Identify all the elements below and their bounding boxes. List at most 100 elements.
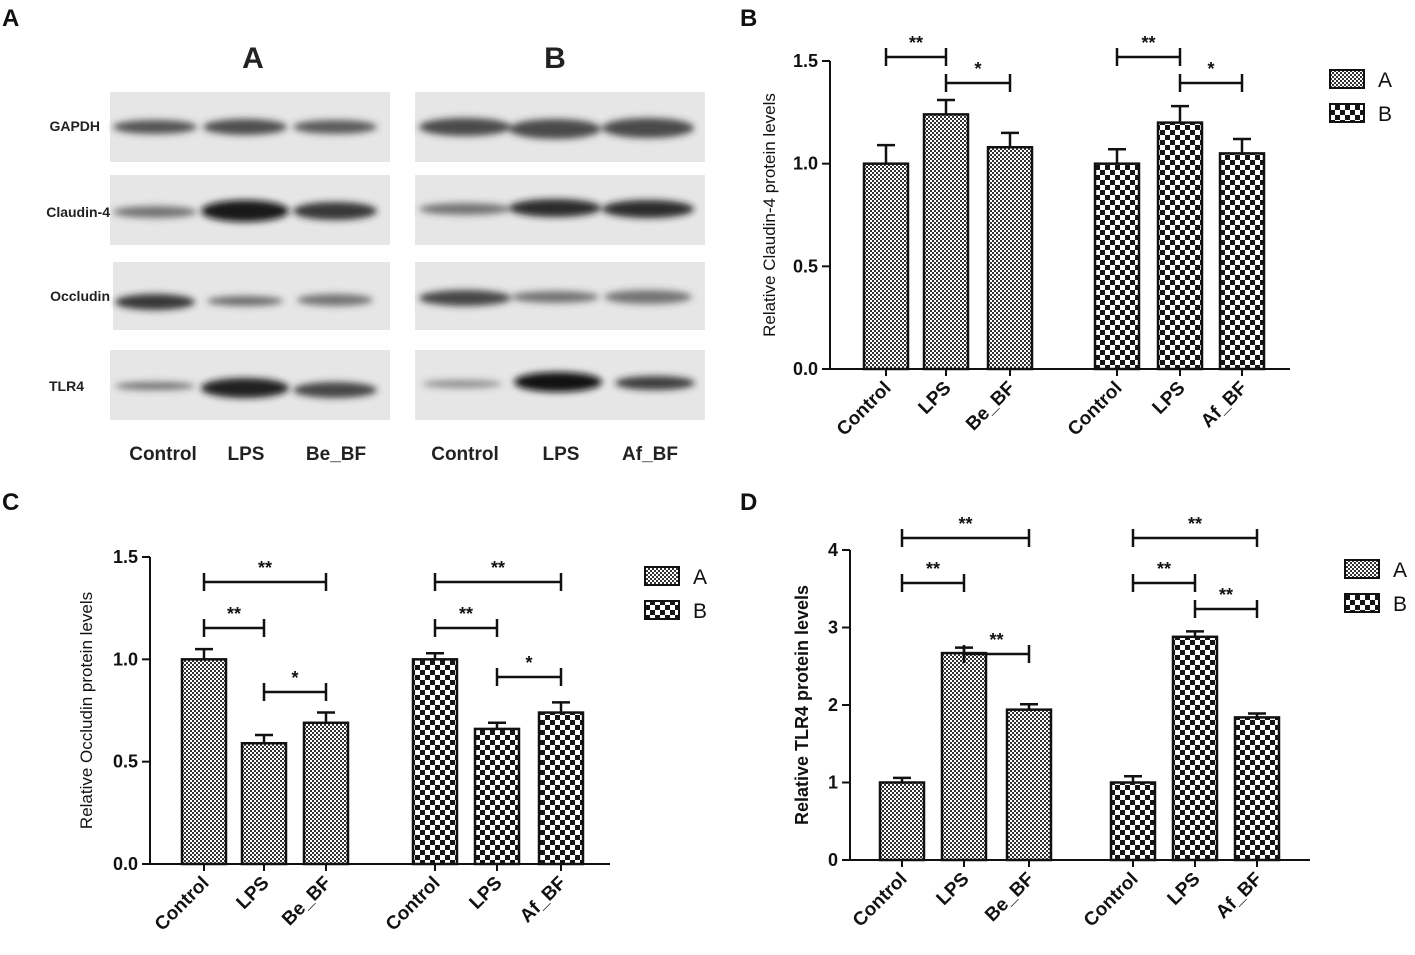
significance-label: ** <box>1141 33 1155 53</box>
significance-label: ** <box>1219 585 1233 605</box>
blot-lane-label: Control <box>129 444 197 465</box>
x-tick-label: Control <box>151 873 214 936</box>
x-tick-label: LPS <box>915 378 956 419</box>
bar <box>411 658 459 866</box>
western-blot: A B GAPDH Claudin-4 Occludin TLR4 <box>46 42 705 465</box>
significance-label: ** <box>258 558 272 578</box>
x-tick-label: Be_BF <box>278 873 335 930</box>
significance-label: ** <box>459 604 473 624</box>
blot-band <box>207 296 283 306</box>
legend-label: A <box>1393 559 1407 582</box>
y-axis-label: Relative TLR4 protein levels <box>792 585 812 825</box>
blot-band <box>419 290 511 306</box>
legend-swatch <box>644 600 680 620</box>
blot-band <box>115 294 195 310</box>
blot-band <box>115 382 195 390</box>
bar <box>1093 162 1141 371</box>
x-tick-label: Control <box>382 873 445 936</box>
blot-band <box>509 119 601 139</box>
blot-band <box>509 199 601 217</box>
y-tick-label: 0.5 <box>113 752 138 772</box>
panel-letter-c: C <box>2 489 19 516</box>
legend-label: A <box>1378 69 1392 92</box>
x-tick-label: Be_BF <box>981 869 1038 926</box>
blot-band <box>419 118 511 136</box>
blot-band <box>203 119 287 135</box>
blot-lane-label: LPS <box>543 444 580 465</box>
legend-label: B <box>1378 103 1392 126</box>
y-axis-label: Relative Occludin protein levels <box>77 592 96 829</box>
significance-label: * <box>1207 59 1214 79</box>
x-tick-label: Be_BF <box>962 378 1019 435</box>
x-tick-label: Af_BF <box>1197 378 1251 432</box>
significance-label: * <box>525 653 532 673</box>
blot-lane-label: Control <box>431 444 499 465</box>
blot-band <box>293 202 377 220</box>
blot-band <box>201 200 289 222</box>
legend-swatch <box>1329 69 1365 89</box>
panel-letter-a: A <box>2 5 19 32</box>
significance-label: * <box>291 668 298 688</box>
x-tick-label: LPS <box>1149 378 1190 419</box>
bar <box>922 113 970 371</box>
bar <box>1233 716 1281 862</box>
x-tick-label: Af_BF <box>516 873 570 927</box>
y-tick-label: 1.0 <box>113 649 138 669</box>
blot-band <box>201 378 289 398</box>
x-tick-label: Control <box>849 869 912 932</box>
legend-label: B <box>693 600 707 623</box>
blot-band <box>602 118 694 138</box>
x-tick-label: LPS <box>933 869 974 910</box>
bar <box>878 781 926 862</box>
legend-swatch <box>1344 593 1380 613</box>
blot-lane-label: Be_BF <box>306 444 366 465</box>
legend-label: A <box>693 566 707 589</box>
legend-label: B <box>1393 593 1407 616</box>
blot-band <box>514 372 602 392</box>
bar <box>537 711 585 866</box>
bar <box>1005 708 1053 862</box>
blot-group-label-b: B <box>544 42 566 75</box>
blot-band <box>113 206 197 218</box>
y-tick-label: 0.0 <box>793 359 818 379</box>
blot-band <box>615 376 695 390</box>
significance-label: ** <box>491 558 505 578</box>
bar <box>473 727 521 866</box>
panel-letter-d: D <box>740 489 757 516</box>
x-tick-label: LPS <box>1164 869 1205 910</box>
x-tick-label: Af_BF <box>1212 869 1266 923</box>
significance-label: ** <box>958 514 972 534</box>
significance-label: ** <box>1188 514 1202 534</box>
blot-row-label-claudin4: Claudin-4 <box>46 204 110 220</box>
y-tick-label: 2 <box>828 695 838 715</box>
bar <box>1218 152 1266 371</box>
significance-label: ** <box>227 604 241 624</box>
y-tick-label: 4 <box>828 540 838 560</box>
blot-group-label-a: A <box>242 42 264 75</box>
bar <box>180 658 228 866</box>
y-tick-label: 1 <box>828 773 838 793</box>
blot-band <box>422 380 502 388</box>
y-tick-label: 1.5 <box>793 51 818 71</box>
legend-swatch <box>1344 559 1380 579</box>
bar-chart-occludin: 0.0 0.5 1.0 1.5 Relative Occludin protein le… <box>77 547 707 935</box>
blot-lane-label: Af_BF <box>622 444 678 465</box>
bar <box>1171 635 1219 862</box>
y-tick-label: 0.5 <box>793 256 818 276</box>
blot-band <box>602 200 694 218</box>
x-tick-label: Control <box>833 378 896 441</box>
significance-label: ** <box>926 559 940 579</box>
y-tick-label: 1.5 <box>113 547 138 567</box>
y-axis-label: Relative Claudin-4 protein levels <box>760 93 779 337</box>
blot-row-label-occludin: Occludin <box>50 288 110 304</box>
bar-chart-tlr4: 0 1 2 3 4 Relative TLR4 protein levels Control… <box>792 514 1407 931</box>
bar <box>940 651 988 862</box>
blot-lane-label: LPS <box>228 444 265 465</box>
y-tick-label: 1.0 <box>793 154 818 174</box>
legend-swatch <box>1329 103 1365 123</box>
bar <box>862 162 910 371</box>
panel-letter-b: B <box>740 5 757 32</box>
y-tick-label: 3 <box>828 618 838 638</box>
blot-row-label-tlr4: TLR4 <box>49 378 84 394</box>
legend-swatch <box>644 566 680 586</box>
